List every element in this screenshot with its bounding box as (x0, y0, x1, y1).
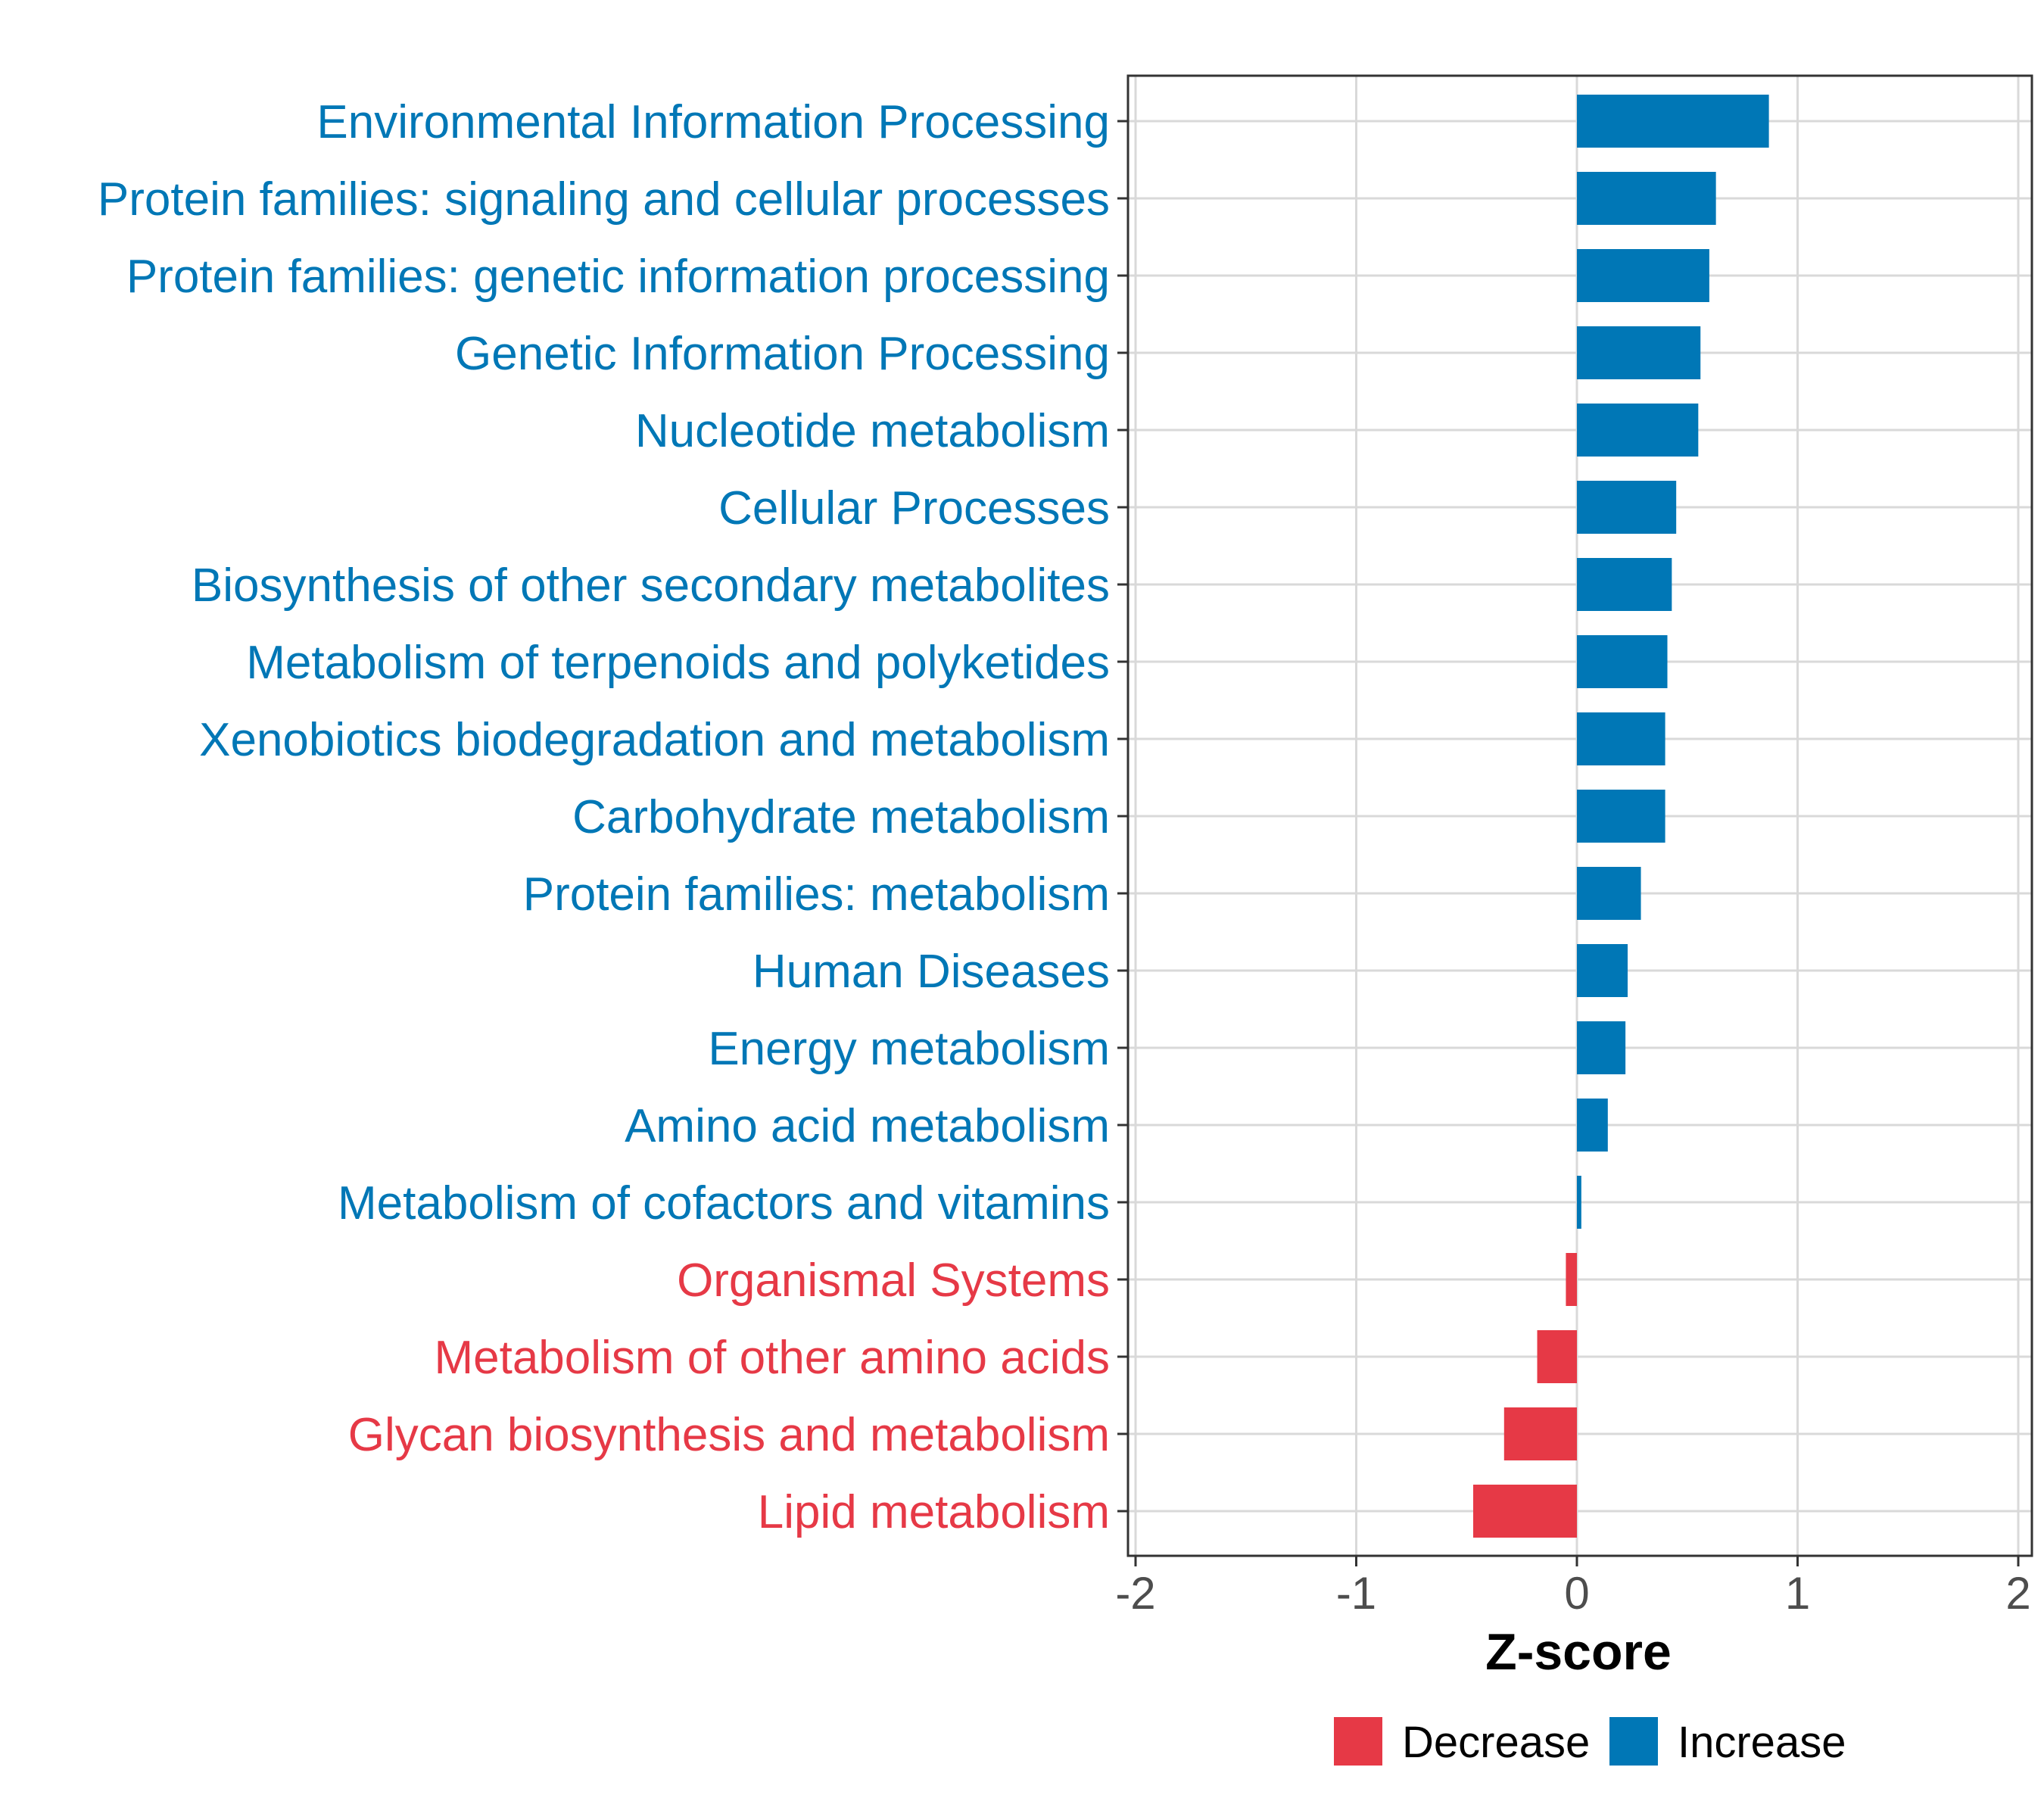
legend-label-decrease: Decrease (1402, 1718, 1590, 1767)
bar-decrease (1566, 1253, 1577, 1306)
x-tick-label: -1 (1336, 1568, 1376, 1619)
bar-decrease (1503, 1407, 1577, 1460)
category-label: Cellular Processes (718, 482, 1110, 535)
bar-increase (1577, 1099, 1608, 1152)
category-label: Metabolism of terpenoids and polyketides (246, 637, 1110, 689)
bar-increase (1577, 635, 1668, 688)
x-axis-ticks (1134, 1556, 2020, 1566)
legend: Decrease Increase (1334, 1717, 1846, 1767)
category-label: Protein families: genetic information pr… (126, 251, 1110, 303)
legend-swatch-increase (1609, 1717, 1658, 1766)
x-tick-label: 1 (1785, 1568, 1810, 1619)
legend-swatch-decrease (1334, 1717, 1382, 1766)
category-label: Xenobiotics biodegradation and metabolis… (199, 714, 1110, 766)
x-axis-title: Z-score (1485, 1623, 1672, 1681)
category-label: Energy metabolism (708, 1023, 1110, 1075)
category-label: Human Diseases (752, 946, 1110, 998)
category-label: Metabolism of cofactors and vitamins (338, 1177, 1110, 1230)
legend-label-increase: Increase (1678, 1718, 1846, 1767)
bar-increase (1577, 790, 1665, 843)
bar-decrease (1537, 1330, 1577, 1383)
category-label: Genetic Information Processing (455, 328, 1110, 380)
category-label: Glycan biosynthesis and metabolism (348, 1409, 1110, 1461)
y-axis-ticks (1117, 120, 1128, 1513)
x-tick-label: -2 (1115, 1568, 1155, 1619)
bar-increase (1577, 558, 1672, 611)
x-tick-label: 2 (2005, 1568, 2030, 1619)
bar-increase (1577, 172, 1716, 225)
bar-increase (1577, 867, 1641, 920)
bar-increase (1577, 712, 1665, 765)
category-label: Carbohydrate metabolism (572, 791, 1110, 843)
x-axis-tick-labels: -2 -1 0 1 2 (1115, 1568, 2030, 1619)
bar-increase (1577, 404, 1699, 457)
y-axis-labels: Environmental Information Processing Prot… (98, 96, 1110, 1538)
bars (1472, 95, 1769, 1538)
category-label: Protein families: signaling and cellular… (98, 173, 1110, 226)
bar-increase (1577, 1176, 1581, 1229)
bar-increase (1577, 326, 1701, 379)
bar-increase (1577, 481, 1677, 534)
category-label: Protein families: metabolism (523, 868, 1110, 921)
bar-increase (1577, 944, 1628, 997)
category-label: Biosynthesis of other secondary metaboli… (192, 559, 1110, 612)
category-label: Environmental Information Processing (316, 96, 1110, 148)
bar-increase (1577, 95, 1769, 148)
x-tick-label: 0 (1564, 1568, 1589, 1619)
bar-increase (1577, 249, 1709, 302)
category-label: Nucleotide metabolism (635, 405, 1110, 457)
category-label: Metabolism of other amino acids (434, 1332, 1110, 1384)
bar-increase (1577, 1021, 1626, 1074)
bar-decrease (1472, 1485, 1577, 1538)
category-label: Lipid metabolism (758, 1486, 1110, 1538)
category-label: Organismal Systems (677, 1254, 1110, 1307)
category-label: Amino acid metabolism (625, 1100, 1110, 1152)
